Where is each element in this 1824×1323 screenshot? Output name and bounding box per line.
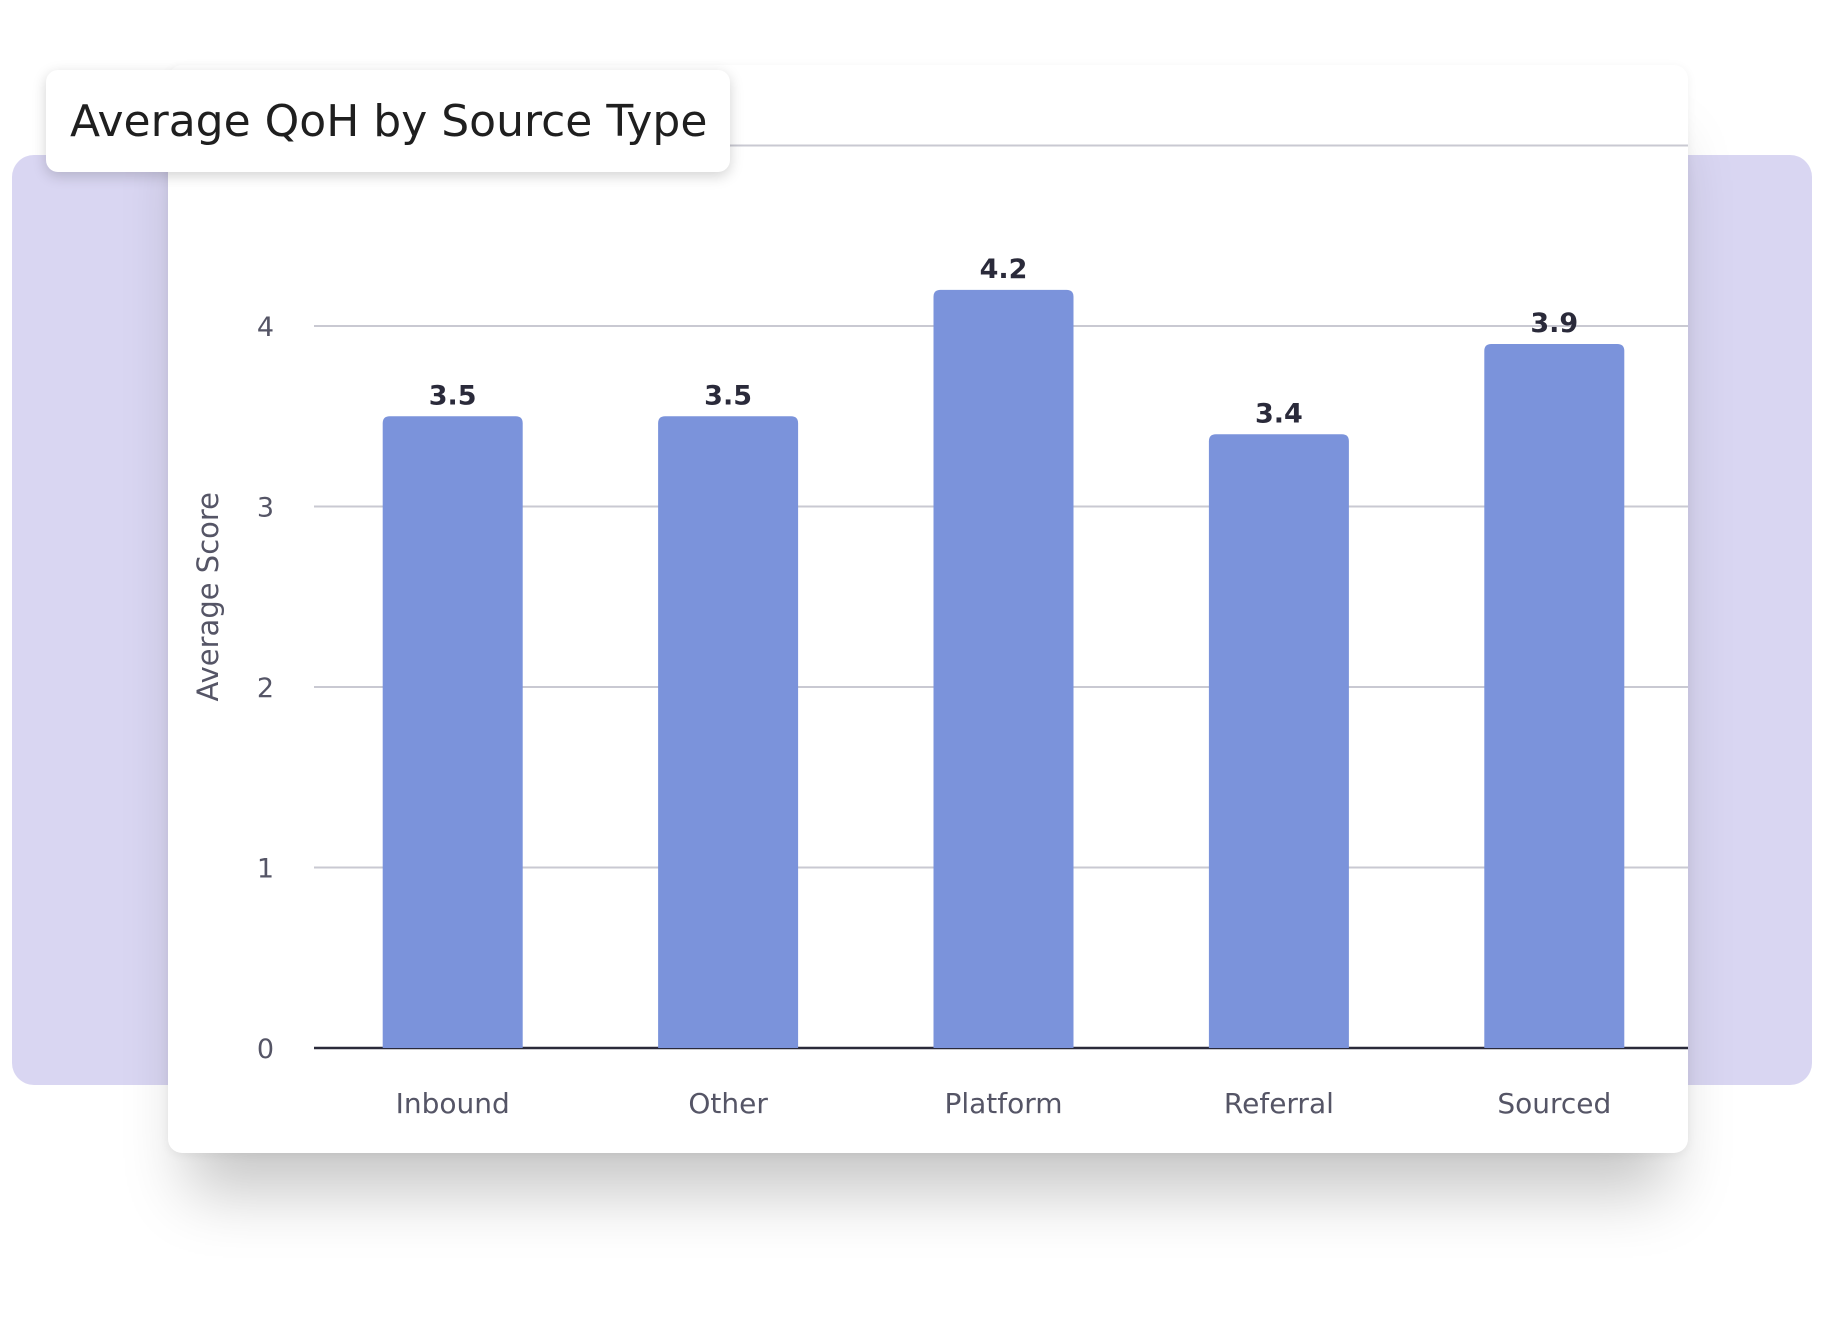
y-tick-label: 4	[257, 312, 274, 343]
bars	[382, 289, 1625, 1048]
x-tick-label: Other	[688, 1087, 768, 1120]
x-tick-label: Sourced	[1497, 1087, 1611, 1120]
bar-other	[658, 416, 799, 1048]
data-label: 3.5	[429, 380, 477, 411]
labels: 0 1 2 3 4 3.5 Inbound 3.5 Other 4.2 Platform 3.4 Ref…	[257, 254, 1611, 1120]
data-label: 3.5	[704, 380, 752, 411]
data-label: 4.2	[980, 254, 1028, 285]
bar-inbound	[382, 416, 523, 1048]
bar-referral	[1208, 434, 1349, 1048]
x-tick-label: Inbound	[396, 1087, 510, 1120]
x-tick-label: Platform	[944, 1087, 1062, 1120]
y-tick-label: 3	[257, 493, 274, 524]
bar-sourced	[1484, 344, 1625, 1048]
y-axis-title: Average Score	[191, 492, 225, 702]
x-tick-label: Referral	[1224, 1087, 1334, 1120]
chart-title: Average QoH by Source Type	[70, 95, 708, 147]
y-tick-label: 1	[257, 854, 274, 885]
y-tick-label: 0	[257, 1034, 274, 1065]
data-label: 3.4	[1255, 398, 1303, 429]
data-label: 3.9	[1530, 308, 1578, 339]
y-tick-label: 2	[257, 673, 274, 704]
bar-platform	[933, 289, 1074, 1048]
chart-title-box: Average QoH by Source Type	[46, 70, 730, 172]
